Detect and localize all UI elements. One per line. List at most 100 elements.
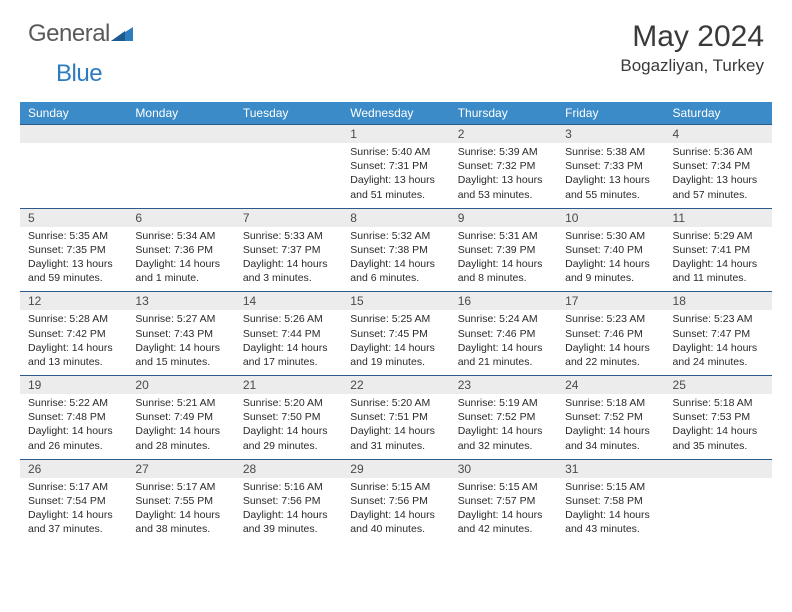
calendar-day-cell: 18Sunrise: 5:23 AMSunset: 7:47 PMDayligh… (665, 292, 772, 376)
weekday-header: Friday (557, 102, 664, 125)
calendar-day-cell: 23Sunrise: 5:19 AMSunset: 7:52 PMDayligh… (450, 376, 557, 460)
calendar-day-cell: 17Sunrise: 5:23 AMSunset: 7:46 PMDayligh… (557, 292, 664, 376)
calendar-day-cell: 4Sunrise: 5:36 AMSunset: 7:34 PMDaylight… (665, 125, 772, 209)
calendar-day-cell: 12Sunrise: 5:28 AMSunset: 7:42 PMDayligh… (20, 292, 127, 376)
day-details: Sunrise: 5:17 AMSunset: 7:54 PMDaylight:… (20, 478, 127, 543)
calendar-day-cell: 8Sunrise: 5:32 AMSunset: 7:38 PMDaylight… (342, 208, 449, 292)
calendar-table: SundayMondayTuesdayWednesdayThursdayFrid… (20, 102, 772, 542)
calendar-empty-cell (20, 125, 127, 209)
day-details: Sunrise: 5:33 AMSunset: 7:37 PMDaylight:… (235, 227, 342, 292)
day-number (127, 125, 234, 143)
day-number: 19 (20, 376, 127, 394)
weekday-header: Thursday (450, 102, 557, 125)
day-details: Sunrise: 5:26 AMSunset: 7:44 PMDaylight:… (235, 310, 342, 375)
day-number: 20 (127, 376, 234, 394)
logo-text-1: General (28, 20, 110, 47)
day-number: 16 (450, 292, 557, 310)
calendar-empty-cell (127, 125, 234, 209)
day-number: 22 (342, 376, 449, 394)
calendar-day-cell: 26Sunrise: 5:17 AMSunset: 7:54 PMDayligh… (20, 459, 127, 542)
title-block: May 2024 Bogazliyan, Turkey (620, 20, 764, 76)
day-details: Sunrise: 5:23 AMSunset: 7:47 PMDaylight:… (665, 310, 772, 375)
day-number (235, 125, 342, 143)
day-details: Sunrise: 5:29 AMSunset: 7:41 PMDaylight:… (665, 227, 772, 292)
weekday-header: Wednesday (342, 102, 449, 125)
calendar-day-cell: 16Sunrise: 5:24 AMSunset: 7:46 PMDayligh… (450, 292, 557, 376)
day-number (665, 460, 772, 478)
day-details: Sunrise: 5:23 AMSunset: 7:46 PMDaylight:… (557, 310, 664, 375)
day-number: 27 (127, 460, 234, 478)
day-number: 18 (665, 292, 772, 310)
weekday-header: Saturday (665, 102, 772, 125)
calendar-row: 5Sunrise: 5:35 AMSunset: 7:35 PMDaylight… (20, 208, 772, 292)
logo-text-2: Blue (56, 60, 102, 87)
day-number: 23 (450, 376, 557, 394)
day-details: Sunrise: 5:31 AMSunset: 7:39 PMDaylight:… (450, 227, 557, 292)
weekday-header: Sunday (20, 102, 127, 125)
day-number: 13 (127, 292, 234, 310)
day-number: 17 (557, 292, 664, 310)
day-details: Sunrise: 5:19 AMSunset: 7:52 PMDaylight:… (450, 394, 557, 459)
logo: General Blue (28, 20, 133, 88)
day-number: 11 (665, 209, 772, 227)
calendar-day-cell: 27Sunrise: 5:17 AMSunset: 7:55 PMDayligh… (127, 459, 234, 542)
calendar-day-cell: 25Sunrise: 5:18 AMSunset: 7:53 PMDayligh… (665, 376, 772, 460)
day-details: Sunrise: 5:35 AMSunset: 7:35 PMDaylight:… (20, 227, 127, 292)
calendar-day-cell: 1Sunrise: 5:40 AMSunset: 7:31 PMDaylight… (342, 125, 449, 209)
day-number: 28 (235, 460, 342, 478)
day-number: 6 (127, 209, 234, 227)
calendar-day-cell: 13Sunrise: 5:27 AMSunset: 7:43 PMDayligh… (127, 292, 234, 376)
calendar-day-cell: 6Sunrise: 5:34 AMSunset: 7:36 PMDaylight… (127, 208, 234, 292)
day-details: Sunrise: 5:39 AMSunset: 7:32 PMDaylight:… (450, 143, 557, 208)
day-number: 21 (235, 376, 342, 394)
calendar-day-cell: 31Sunrise: 5:15 AMSunset: 7:58 PMDayligh… (557, 459, 664, 542)
calendar-day-cell: 22Sunrise: 5:20 AMSunset: 7:51 PMDayligh… (342, 376, 449, 460)
day-number: 29 (342, 460, 449, 478)
calendar-day-cell: 15Sunrise: 5:25 AMSunset: 7:45 PMDayligh… (342, 292, 449, 376)
calendar-day-cell: 5Sunrise: 5:35 AMSunset: 7:35 PMDaylight… (20, 208, 127, 292)
weekday-header: Monday (127, 102, 234, 125)
day-details: Sunrise: 5:15 AMSunset: 7:58 PMDaylight:… (557, 478, 664, 543)
location: Bogazliyan, Turkey (620, 56, 764, 76)
weekday-header: Tuesday (235, 102, 342, 125)
day-details (665, 478, 772, 528)
day-number: 7 (235, 209, 342, 227)
calendar-day-cell: 20Sunrise: 5:21 AMSunset: 7:49 PMDayligh… (127, 376, 234, 460)
day-details: Sunrise: 5:21 AMSunset: 7:49 PMDaylight:… (127, 394, 234, 459)
page-title: May 2024 (620, 20, 764, 54)
day-number: 14 (235, 292, 342, 310)
calendar-day-cell: 28Sunrise: 5:16 AMSunset: 7:56 PMDayligh… (235, 459, 342, 542)
calendar-day-cell: 19Sunrise: 5:22 AMSunset: 7:48 PMDayligh… (20, 376, 127, 460)
day-number: 9 (450, 209, 557, 227)
day-number: 31 (557, 460, 664, 478)
day-number: 4 (665, 125, 772, 143)
calendar-row: 26Sunrise: 5:17 AMSunset: 7:54 PMDayligh… (20, 459, 772, 542)
calendar-day-cell: 2Sunrise: 5:39 AMSunset: 7:32 PMDaylight… (450, 125, 557, 209)
calendar-day-cell: 24Sunrise: 5:18 AMSunset: 7:52 PMDayligh… (557, 376, 664, 460)
calendar-day-cell: 14Sunrise: 5:26 AMSunset: 7:44 PMDayligh… (235, 292, 342, 376)
day-details: Sunrise: 5:17 AMSunset: 7:55 PMDaylight:… (127, 478, 234, 543)
day-details: Sunrise: 5:15 AMSunset: 7:57 PMDaylight:… (450, 478, 557, 543)
day-details: Sunrise: 5:18 AMSunset: 7:52 PMDaylight:… (557, 394, 664, 459)
day-number: 10 (557, 209, 664, 227)
day-details (235, 143, 342, 193)
calendar-day-cell: 21Sunrise: 5:20 AMSunset: 7:50 PMDayligh… (235, 376, 342, 460)
calendar-row: 12Sunrise: 5:28 AMSunset: 7:42 PMDayligh… (20, 292, 772, 376)
day-details: Sunrise: 5:34 AMSunset: 7:36 PMDaylight:… (127, 227, 234, 292)
day-details: Sunrise: 5:38 AMSunset: 7:33 PMDaylight:… (557, 143, 664, 208)
day-details: Sunrise: 5:18 AMSunset: 7:53 PMDaylight:… (665, 394, 772, 459)
calendar-empty-cell (235, 125, 342, 209)
day-details: Sunrise: 5:24 AMSunset: 7:46 PMDaylight:… (450, 310, 557, 375)
day-details (20, 143, 127, 193)
header: General Blue May 2024 Bogazliyan, Turkey (0, 0, 792, 96)
day-details: Sunrise: 5:36 AMSunset: 7:34 PMDaylight:… (665, 143, 772, 208)
calendar-day-cell: 30Sunrise: 5:15 AMSunset: 7:57 PMDayligh… (450, 459, 557, 542)
calendar-day-cell: 3Sunrise: 5:38 AMSunset: 7:33 PMDaylight… (557, 125, 664, 209)
day-number: 1 (342, 125, 449, 143)
calendar-day-cell: 29Sunrise: 5:15 AMSunset: 7:56 PMDayligh… (342, 459, 449, 542)
day-number: 8 (342, 209, 449, 227)
day-details: Sunrise: 5:25 AMSunset: 7:45 PMDaylight:… (342, 310, 449, 375)
day-details: Sunrise: 5:27 AMSunset: 7:43 PMDaylight:… (127, 310, 234, 375)
day-number: 30 (450, 460, 557, 478)
weekday-header-row: SundayMondayTuesdayWednesdayThursdayFrid… (20, 102, 772, 125)
